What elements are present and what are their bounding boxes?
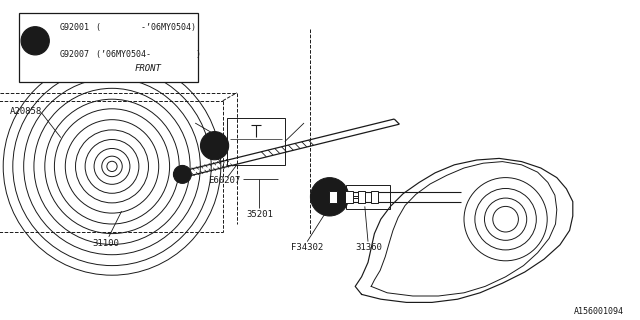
Text: F34302: F34302 — [291, 244, 323, 252]
Circle shape — [21, 27, 49, 55]
Circle shape — [200, 132, 228, 160]
Text: 35201: 35201 — [246, 210, 273, 219]
Bar — [358, 191, 365, 203]
Text: 31360: 31360 — [355, 244, 382, 252]
Bar — [371, 191, 378, 203]
Circle shape — [173, 165, 191, 183]
Bar — [345, 191, 353, 203]
Circle shape — [318, 185, 341, 208]
Circle shape — [310, 178, 349, 216]
Text: (’06MY0504-         ): (’06MY0504- ) — [96, 50, 201, 59]
Text: A20858: A20858 — [10, 108, 42, 116]
Text: FRONT: FRONT — [134, 64, 161, 73]
Text: (        -’06MY0504): ( -’06MY0504) — [96, 23, 196, 32]
Bar — [227, 118, 285, 165]
Text: 31100: 31100 — [93, 239, 120, 248]
Text: E60207: E60207 — [208, 176, 240, 185]
Text: G92007: G92007 — [60, 50, 90, 59]
Bar — [346, 185, 390, 209]
Bar — [329, 191, 337, 203]
Text: 1: 1 — [212, 141, 217, 150]
Text: 1: 1 — [33, 36, 38, 45]
Text: G92001: G92001 — [60, 23, 90, 32]
Bar — [19, 13, 198, 82]
Text: A156001094: A156001094 — [574, 307, 624, 316]
